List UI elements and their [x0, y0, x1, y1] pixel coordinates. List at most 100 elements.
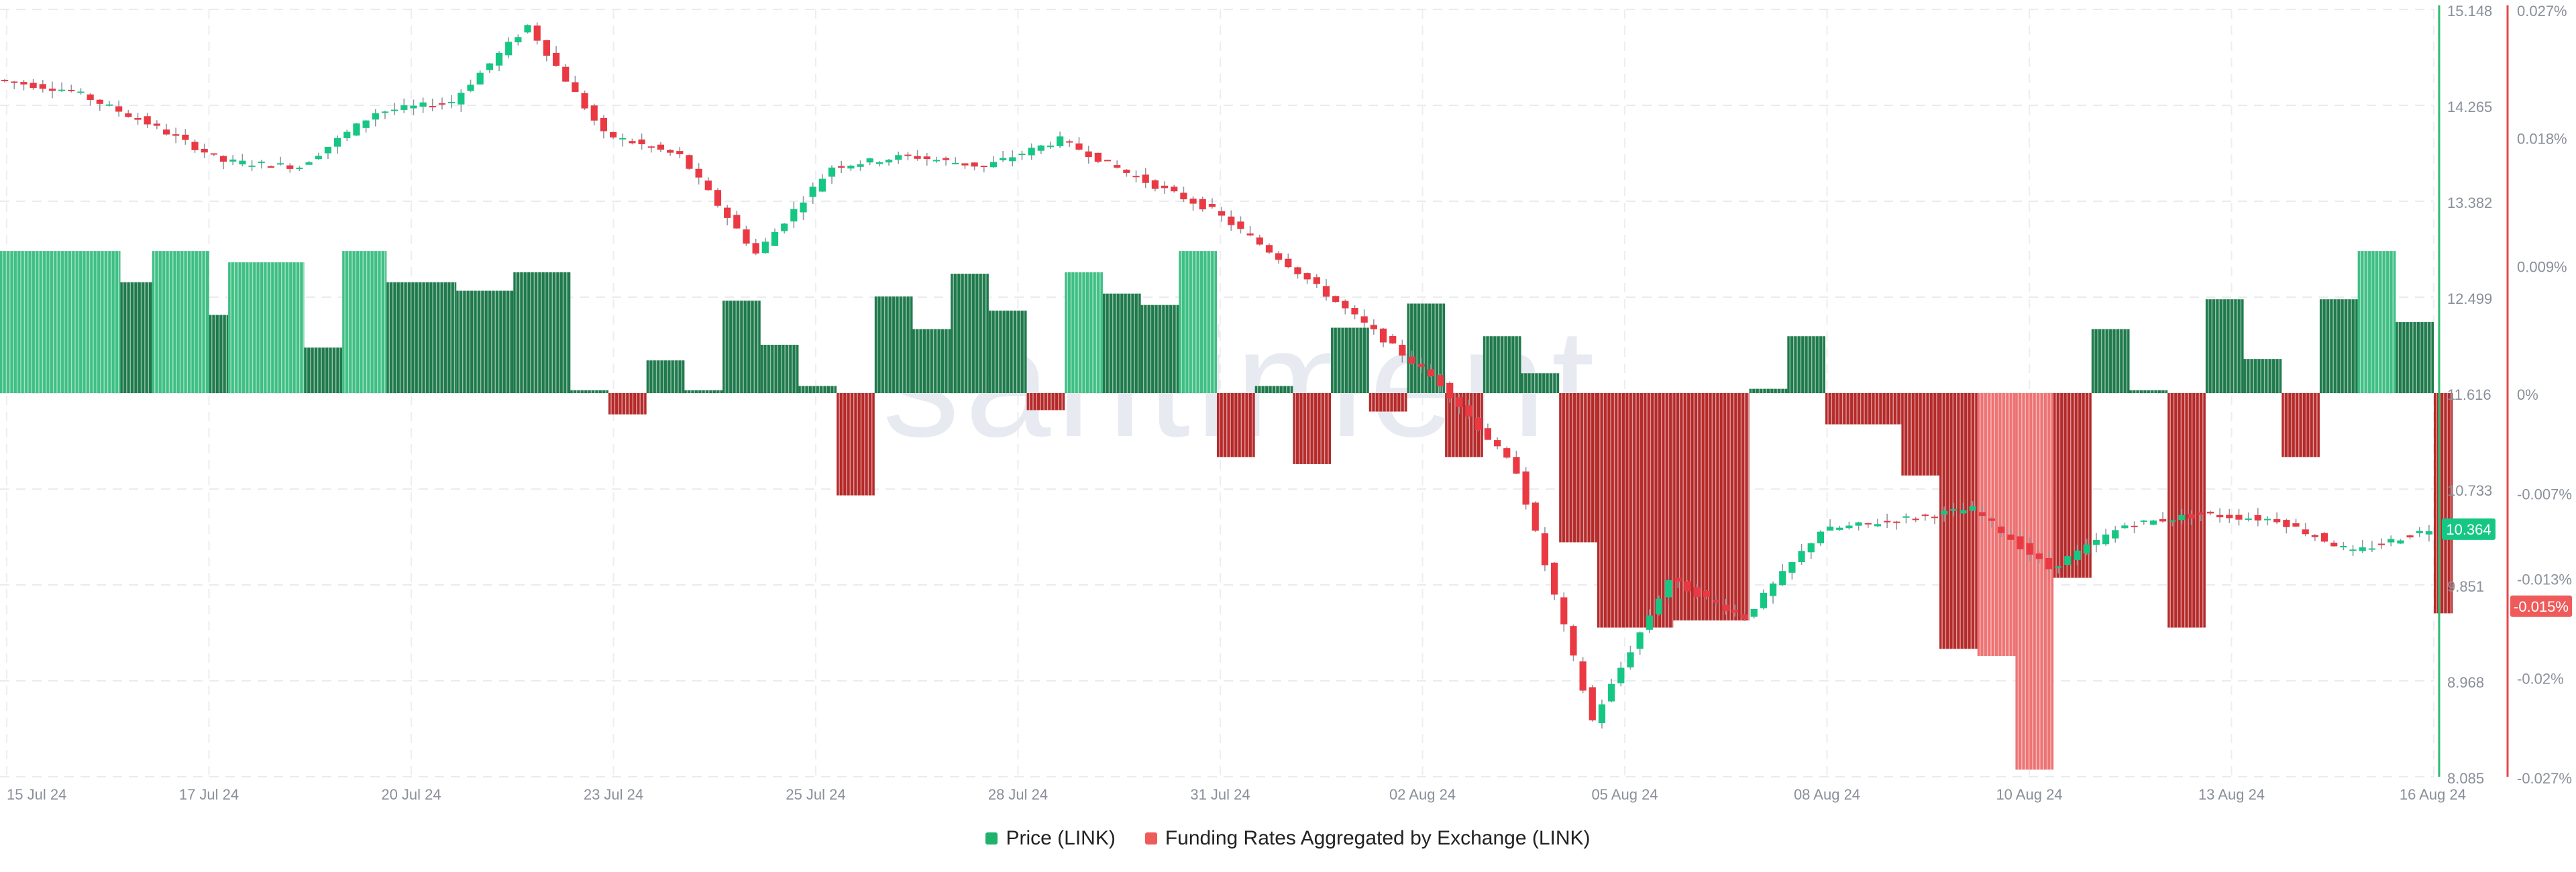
price-candle: [2368, 541, 2375, 553]
candle-body: [1541, 533, 1549, 565]
funding-bar-fill: [2319, 299, 2358, 393]
funding-bar-fill: [722, 301, 761, 393]
price-candle: [495, 51, 503, 72]
candle-body: [1627, 652, 1634, 667]
price-candle: [1237, 216, 1244, 234]
candle-body: [201, 148, 208, 153]
candle-body: [800, 202, 807, 213]
funding-bar: [2319, 299, 2358, 393]
candle-body: [1921, 514, 1929, 516]
price-candle: [229, 155, 237, 166]
price-candle: [1171, 184, 1178, 193]
candle-body: [2149, 521, 2157, 525]
price-candle: [1, 78, 9, 83]
candle-body: [695, 168, 702, 178]
funding-bar-fill: [1483, 336, 1521, 393]
candle-body: [476, 72, 484, 85]
price-candle: [1960, 502, 1967, 514]
funding-bar-fill: [1179, 251, 1217, 393]
price-candle: [1817, 530, 1825, 546]
price-candle: [2311, 534, 2318, 541]
candle-body: [1874, 524, 1882, 527]
candle-body: [1598, 704, 1606, 724]
price-candle: [2397, 539, 2404, 544]
price-candle: [1465, 399, 1472, 419]
candle-body: [1018, 154, 1026, 156]
price-candle: [1779, 563, 1786, 586]
candle-body: [2359, 547, 2366, 551]
price-candle: [105, 101, 113, 107]
funding-bar: [608, 393, 647, 415]
funding-bar: [228, 262, 305, 393]
candle-body: [2045, 557, 2053, 569]
price-candle: [638, 133, 645, 150]
candle-body: [1379, 328, 1387, 343]
price-candle: [1570, 624, 1577, 661]
price-candle: [1427, 364, 1434, 378]
funding-bar: [2357, 251, 2396, 393]
candle-body: [1446, 382, 1454, 398]
candle-body: [1532, 502, 1539, 531]
funding-bar-fill: [608, 393, 647, 415]
price-candle: [2359, 540, 2366, 553]
price-candle: [1275, 251, 1283, 264]
price-candle: [1114, 160, 1121, 169]
funding-bar: [951, 274, 989, 393]
candle-body: [2425, 531, 2433, 535]
funding-bar-fill: [1065, 272, 1103, 393]
funding-bar: [1939, 393, 1978, 649]
candle-body: [1075, 143, 1083, 150]
funding-bar-fill: [837, 393, 875, 496]
candle-body: [1712, 600, 1720, 603]
price-tick-label: 8.968: [2447, 674, 2484, 691]
price-candle: [1978, 506, 1986, 521]
price-candle: [866, 158, 873, 166]
price-candle: [30, 78, 37, 90]
candle-body: [724, 207, 731, 218]
funding-bar: [513, 272, 571, 393]
candle-body: [1655, 598, 1663, 614]
funding-bar: [304, 347, 343, 393]
funding-bar-fill: [2015, 393, 2054, 770]
price-candle: [1379, 327, 1387, 347]
price-candle: [2263, 516, 2271, 526]
candle-body: [904, 154, 912, 156]
price-tick-label: 13.382: [2447, 195, 2492, 211]
price-candle: [296, 166, 303, 172]
funding-bar: [2167, 393, 2206, 628]
price-candle: [714, 188, 722, 208]
candle-body: [676, 151, 684, 154]
candle-body: [1760, 592, 1767, 608]
candle-body: [144, 116, 151, 125]
x-tick-label: 31 Jul 24: [1190, 786, 1250, 803]
candle-body: [609, 132, 617, 138]
price-candle: [524, 24, 531, 34]
candle-body: [2254, 514, 2261, 521]
price-candle: [1598, 699, 1606, 729]
x-tick-label: 02 Aug 24: [1389, 786, 1456, 803]
legend-item-price[interactable]: Price (LINK): [985, 827, 1116, 850]
candle-body: [2368, 548, 2375, 550]
price-candle: [125, 109, 132, 118]
candle-body: [1085, 151, 1092, 158]
candle-body: [552, 52, 560, 66]
candle-body: [923, 156, 930, 160]
price-candle: [2235, 508, 2243, 526]
funding-bar: [1825, 393, 1902, 425]
price-candle: [647, 145, 655, 153]
funding-bar: [209, 315, 229, 393]
legend-item-funding[interactable]: Funding Rates Aggregated by Exchange (LI…: [1144, 827, 1591, 850]
x-tick-label: 13 Aug 24: [2198, 786, 2265, 803]
candle-body: [2102, 534, 2110, 545]
candle-body: [267, 166, 275, 168]
candle-body: [1836, 527, 1843, 530]
candle-body: [1703, 590, 1710, 597]
price-candle: [1541, 527, 1549, 571]
candle-body: [2188, 514, 2195, 519]
rate-tick-label: 0%: [2517, 386, 2538, 403]
candle-body: [96, 99, 103, 104]
price-candle: [11, 80, 18, 89]
candle-body: [1807, 543, 1815, 553]
candle-body: [438, 103, 446, 105]
